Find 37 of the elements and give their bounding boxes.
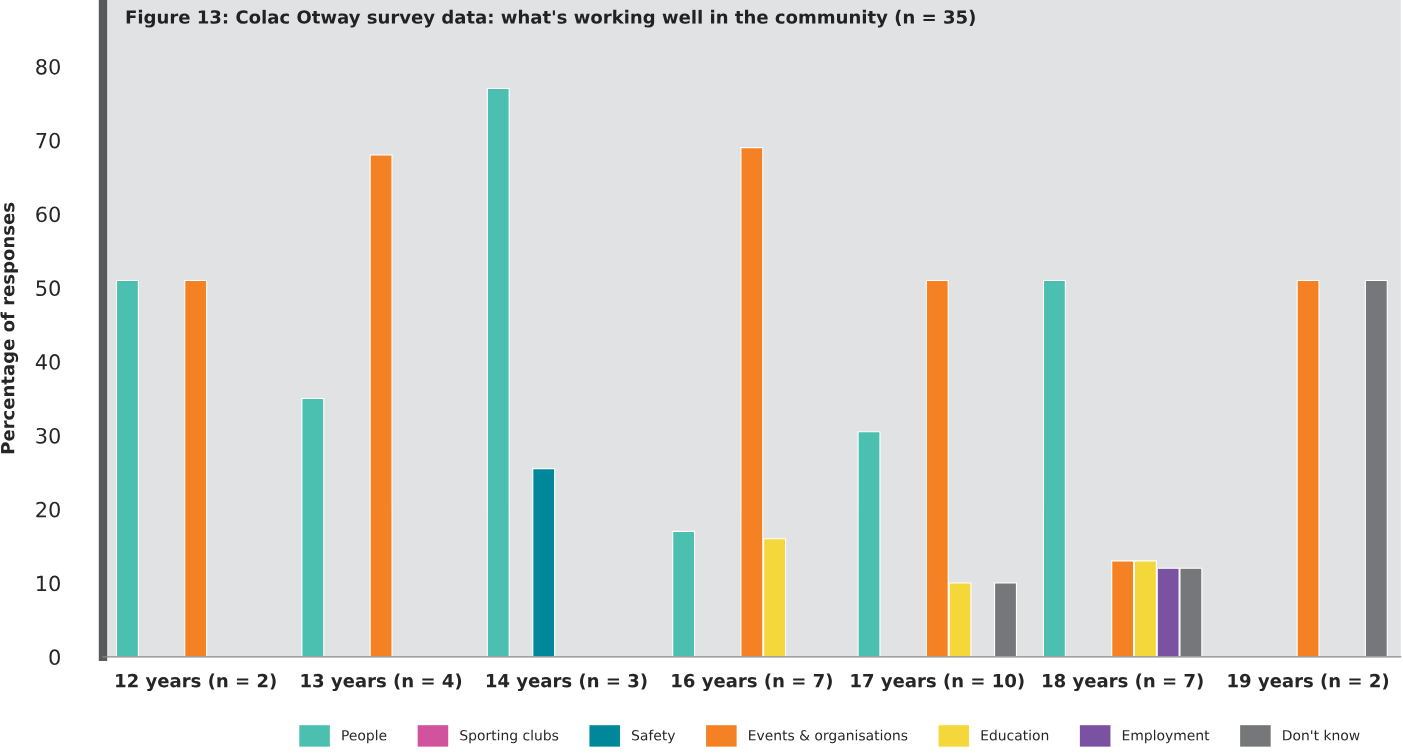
- y-tick-label: 80: [36, 58, 60, 75]
- bar: [994, 582, 1018, 657]
- x-tick-label: 14 years (n = 3): [486, 673, 647, 692]
- y-tick-label: 40: [35, 354, 60, 370]
- bar: [369, 154, 393, 657]
- y-tick-label: 30: [36, 427, 60, 444]
- legend-label: Events & organisations: [749, 729, 908, 744]
- y-tick-label: 20: [36, 501, 60, 518]
- x-tick-label: 19 years (n = 2): [1228, 673, 1389, 692]
- legend-label: Don't know: [1283, 729, 1360, 741]
- bar: [184, 279, 208, 657]
- bar: [1364, 279, 1388, 657]
- legend-label: Sporting clubs: [460, 729, 559, 744]
- x-tick-label: 13 years (n = 4): [301, 673, 462, 692]
- x-tick-label: 17 years (n = 10): [851, 673, 1024, 692]
- legend-label: Education: [981, 729, 1049, 741]
- bar: [115, 279, 139, 657]
- y-tick-label: 50: [36, 280, 60, 297]
- y-tick-label: 10: [37, 575, 60, 592]
- text: Figure 13: Colac Otway survey data: what's working well in the community (n = 35): [126, 9, 975, 28]
- legend-label: Safety: [632, 729, 676, 744]
- bar: [1042, 279, 1066, 657]
- bar: [301, 397, 325, 657]
- legend-label: People: [342, 729, 387, 744]
- y-tick-label: 70: [36, 132, 60, 149]
- bar: [857, 431, 881, 657]
- bar: [532, 468, 556, 657]
- y-axis-title: Percentage of responses: [0, 202, 19, 454]
- x-tick-label: 18 years (n = 7): [1043, 673, 1203, 692]
- x-tick-label: 12 years (n = 2): [116, 673, 276, 692]
- x-tick-label: 16 years (n = 7): [672, 673, 832, 692]
- bar: [1296, 279, 1320, 657]
- y-tick-label: 60: [36, 206, 60, 223]
- y-tick-label: 0: [49, 649, 60, 666]
- legend-label: Employment: [1122, 729, 1210, 744]
- bar: [486, 88, 510, 657]
- bar: [672, 530, 696, 657]
